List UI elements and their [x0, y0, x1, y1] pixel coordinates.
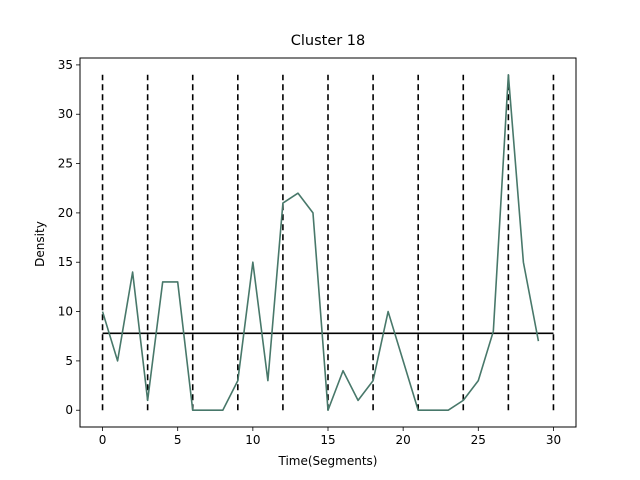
- y-tick-label: 0: [65, 403, 73, 417]
- x-tick-label: 30: [546, 433, 561, 447]
- y-tick-label: 35: [58, 58, 73, 72]
- x-tick-label: 20: [396, 433, 411, 447]
- x-tick-label: 10: [245, 433, 260, 447]
- x-tick-label: 0: [99, 433, 107, 447]
- x-tick-label: 15: [320, 433, 335, 447]
- x-tick-label: 5: [174, 433, 182, 447]
- axes-frame: [79, 57, 577, 428]
- y-tick-label: 15: [58, 255, 73, 269]
- y-tick-label: 20: [58, 206, 73, 220]
- y-axis-label: Density: [33, 221, 47, 267]
- density-series-line: [101, 73, 540, 412]
- x-tick-label: 25: [471, 433, 486, 447]
- chart-title: Cluster 18: [290, 33, 366, 49]
- y-tick-label: 5: [65, 354, 73, 368]
- x-axis-label: Time(Segments): [278, 454, 378, 468]
- y-tick-label: 25: [58, 157, 73, 171]
- y-tick-label: 30: [58, 107, 73, 121]
- y-tick-label: 10: [58, 305, 73, 319]
- plot-area: 0 5 10 15 20 25 30 0 5 10 15 20 25 30 35: [58, 57, 577, 447]
